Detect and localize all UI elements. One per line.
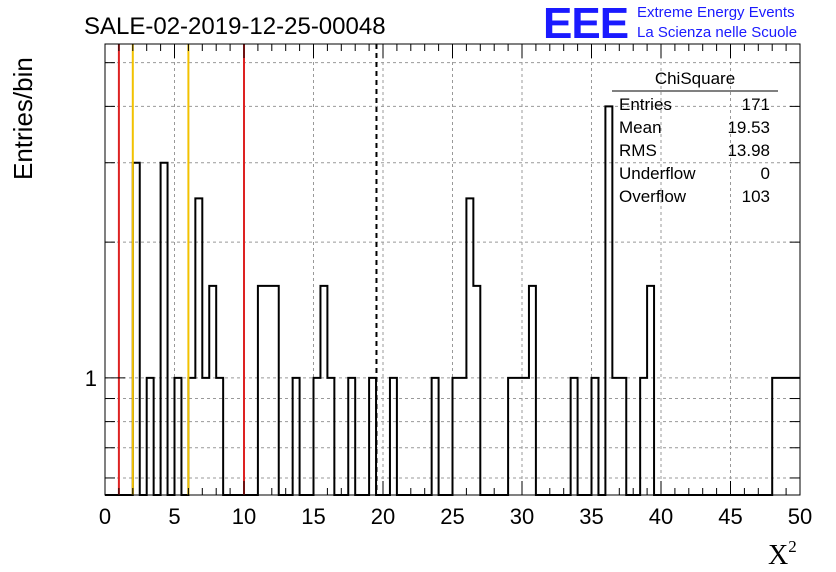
histogram-bin [348,378,355,495]
reference-lines [117,44,378,495]
histogram-bin [216,378,223,495]
x-tick-label: 45 [718,504,742,529]
histogram-bin [147,378,154,495]
histogram-bin [619,378,626,495]
x-tick-label: 0 [99,504,111,529]
x-tick-label: 25 [440,504,464,529]
histogram-bin [195,198,202,495]
x-tick-label: 30 [510,504,534,529]
x-tick-label: 10 [232,504,256,529]
logo-line-1: Extreme Energy Events [637,4,795,21]
histogram-bin [293,378,300,495]
stats-label: Entries [619,95,672,114]
histogram-bin [272,286,279,495]
histogram-bin [571,378,578,495]
x-axis-label-superscript: 2 [788,537,797,556]
x-tick-label: 15 [301,504,325,529]
histogram-bin [432,378,439,495]
histogram-bin [612,378,619,495]
histogram-bin [793,378,800,495]
stats-label: Mean [619,118,662,137]
axis-ticks: 0 5 10 15 20 25 30 35 40 45 50 1 [85,44,812,529]
histogram-bin [202,378,209,495]
histogram-bin [515,378,522,495]
histogram-bin [161,163,168,495]
histogram-bin [459,378,466,495]
histogram-bin [592,378,599,495]
histogram-bin [786,378,793,495]
stats-value: 13.98 [727,141,770,160]
x-tick-label: 5 [168,504,180,529]
histogram-bin [473,286,480,495]
histogram-bin [314,378,321,495]
stats-label: Underflow [619,164,696,183]
plot-frame [104,43,801,496]
histogram-bin [258,286,265,495]
eee-logo: EEE [543,0,629,48]
stats-value: 103 [742,187,770,206]
stats-box: ChiSquare Entries 171 Mean 19.53 RMS 13.98 Unde… [612,69,778,206]
histogram-bin [133,163,140,495]
x-tick-label: 20 [371,504,395,529]
histogram-bin [327,378,334,495]
chart-title: SALE-02-2019-12-25-00048 [84,13,386,40]
x-tick-label: 35 [579,504,603,529]
histogram-bin [508,378,515,495]
histogram-bin [605,106,612,495]
histogram-bin [265,286,272,495]
histogram-bin [209,286,216,495]
stats-value: 0 [761,164,770,183]
y-tick-label: 1 [85,366,97,391]
stats-value: 171 [742,95,770,114]
x-axis-label: X2 [768,537,797,571]
histogram-bin [390,378,397,495]
stats-title: ChiSquare [655,69,735,88]
histogram-bin [466,198,473,495]
histogram-bin [188,378,195,495]
histogram-bin [369,378,376,495]
x-axis-label-main: X [768,540,788,571]
histogram-bin [320,286,327,495]
x-tick-label: 40 [649,504,673,529]
histogram-bin [175,378,182,495]
y-axis-label: Entries/bin [8,57,38,180]
logo-line-2: La Scienza nelle Scuole [637,24,798,41]
histogram-bin [522,378,529,495]
histogram-bin [772,378,779,495]
histogram-bin [647,286,654,495]
histogram-bin [453,378,460,495]
histogram-bin [779,378,786,495]
stats-label: RMS [619,141,657,160]
stats-label: Overflow [619,187,687,206]
stats-value: 19.53 [727,118,770,137]
histogram-bin [640,378,647,495]
histogram-bin [529,286,536,495]
x-tick-label: 50 [788,504,812,529]
